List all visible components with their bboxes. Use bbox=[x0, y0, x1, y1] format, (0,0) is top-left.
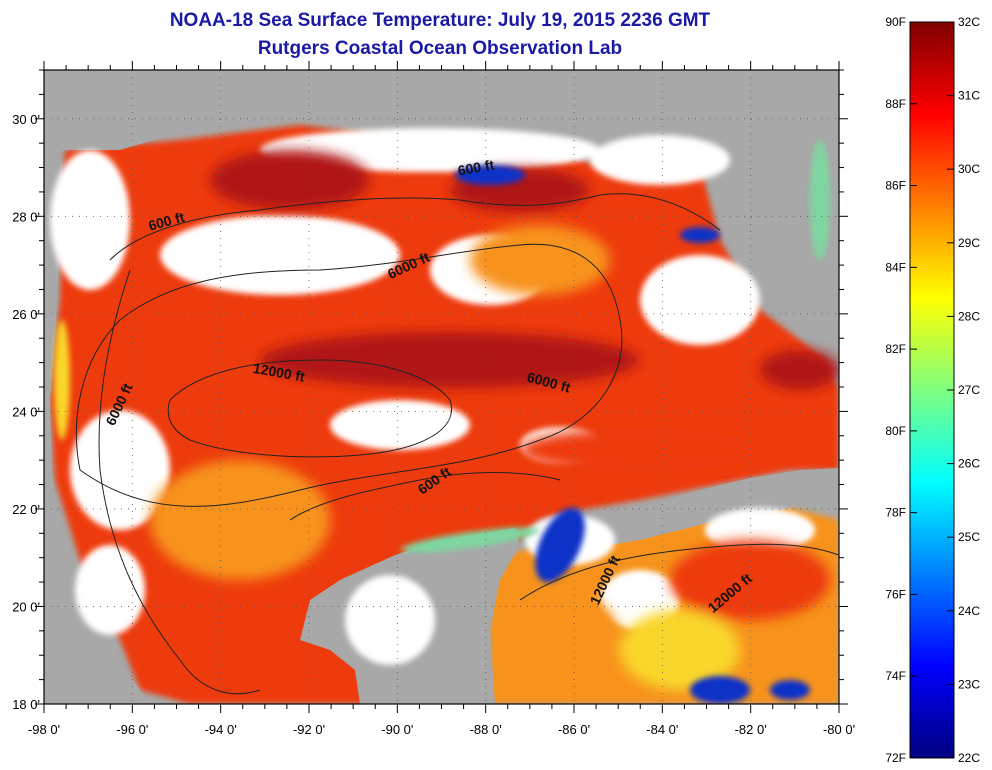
x-tick-label: -92 0' bbox=[293, 722, 325, 737]
contour-600ft-north bbox=[109, 193, 721, 261]
colorbar-gradient bbox=[909, 21, 955, 759]
colorbar: 90F 88F 86F 84F 82F 80F 78F 76F 74F 72F 32C 31C 30C 2… bbox=[885, 15, 980, 765]
x-tick-label: -94 0' bbox=[205, 722, 237, 737]
colorbar-label-f: 84F bbox=[885, 260, 906, 274]
colorbar-label-c: 31C bbox=[958, 89, 980, 103]
chart-subtitle: Rutgers Coastal Ocean Observation Lab bbox=[257, 38, 623, 59]
colorbar-label-c: 29C bbox=[958, 236, 980, 250]
colorbar-label-c: 26C bbox=[958, 457, 980, 471]
cuba-land bbox=[600, 468, 839, 545]
colorbar-label-f: 86F bbox=[885, 179, 906, 193]
colorbar-label-c: 23C bbox=[958, 677, 980, 691]
colorbar-label-f: 82F bbox=[885, 342, 906, 356]
colorbar-label-c: 32C bbox=[958, 15, 980, 29]
colorbar-label-c: 25C bbox=[958, 530, 980, 544]
colorbar-label-f: 80F bbox=[885, 424, 906, 438]
y-tick-label: 24 0' bbox=[12, 404, 40, 419]
x-tick-label: -80 0' bbox=[823, 722, 855, 737]
x-tick-label: -88 0' bbox=[470, 722, 502, 737]
x-tick-label: -90 0' bbox=[381, 722, 413, 737]
x-tick-label: -84 0' bbox=[646, 722, 678, 737]
y-tick-label: 18 0' bbox=[12, 697, 40, 712]
x-tick-label: -82 0' bbox=[735, 722, 767, 737]
sst-hot-areas bbox=[150, 150, 839, 690]
contour-6000ft-ring bbox=[75, 243, 623, 507]
coastal-fringe bbox=[54, 140, 830, 553]
sst-cold-areas bbox=[455, 165, 810, 704]
contour-caribbean bbox=[519, 543, 839, 601]
colorbar-label-c: 27C bbox=[958, 383, 980, 397]
x-tick-label: -98 0' bbox=[28, 722, 60, 737]
x-tick-label: -86 0' bbox=[558, 722, 590, 737]
colorbar-label-f: 78F bbox=[885, 506, 906, 520]
x-tick-label: -96 0' bbox=[116, 722, 148, 737]
colorbar-label-c: 22C bbox=[958, 751, 980, 765]
colorbar-label-c: 28C bbox=[958, 309, 980, 323]
bathymetry-contours bbox=[75, 193, 839, 695]
us-coast-land bbox=[44, 70, 760, 160]
colorbar-label-f: 76F bbox=[885, 587, 906, 601]
y-tick-label: 26 0' bbox=[12, 307, 40, 322]
contour-label: 600 ft bbox=[457, 156, 496, 178]
colorbar-label-f: 88F bbox=[885, 97, 906, 111]
colorbar-label-f: 74F bbox=[885, 669, 906, 683]
colorbar-label-f: 72F bbox=[885, 751, 906, 765]
contour-12000ft bbox=[167, 359, 452, 458]
y-tick-label: 20 0' bbox=[12, 599, 40, 614]
chart-title: NOAA-18 Sea Surface Temperature: July 19… bbox=[169, 10, 711, 31]
map-panel bbox=[44, 70, 839, 704]
contour-mexico-shelf bbox=[98, 269, 261, 695]
y-tick-label: 30 0' bbox=[12, 112, 40, 127]
colorbar-label-c: 24C bbox=[958, 604, 980, 618]
contour-600ft-yucatan bbox=[289, 472, 561, 521]
colorbar-label-f: 90F bbox=[885, 15, 906, 29]
y-tick-label: 22 0' bbox=[12, 502, 40, 517]
colorbar-label-c: 30C bbox=[958, 162, 980, 176]
y-tick-label: 28 0' bbox=[12, 209, 40, 224]
